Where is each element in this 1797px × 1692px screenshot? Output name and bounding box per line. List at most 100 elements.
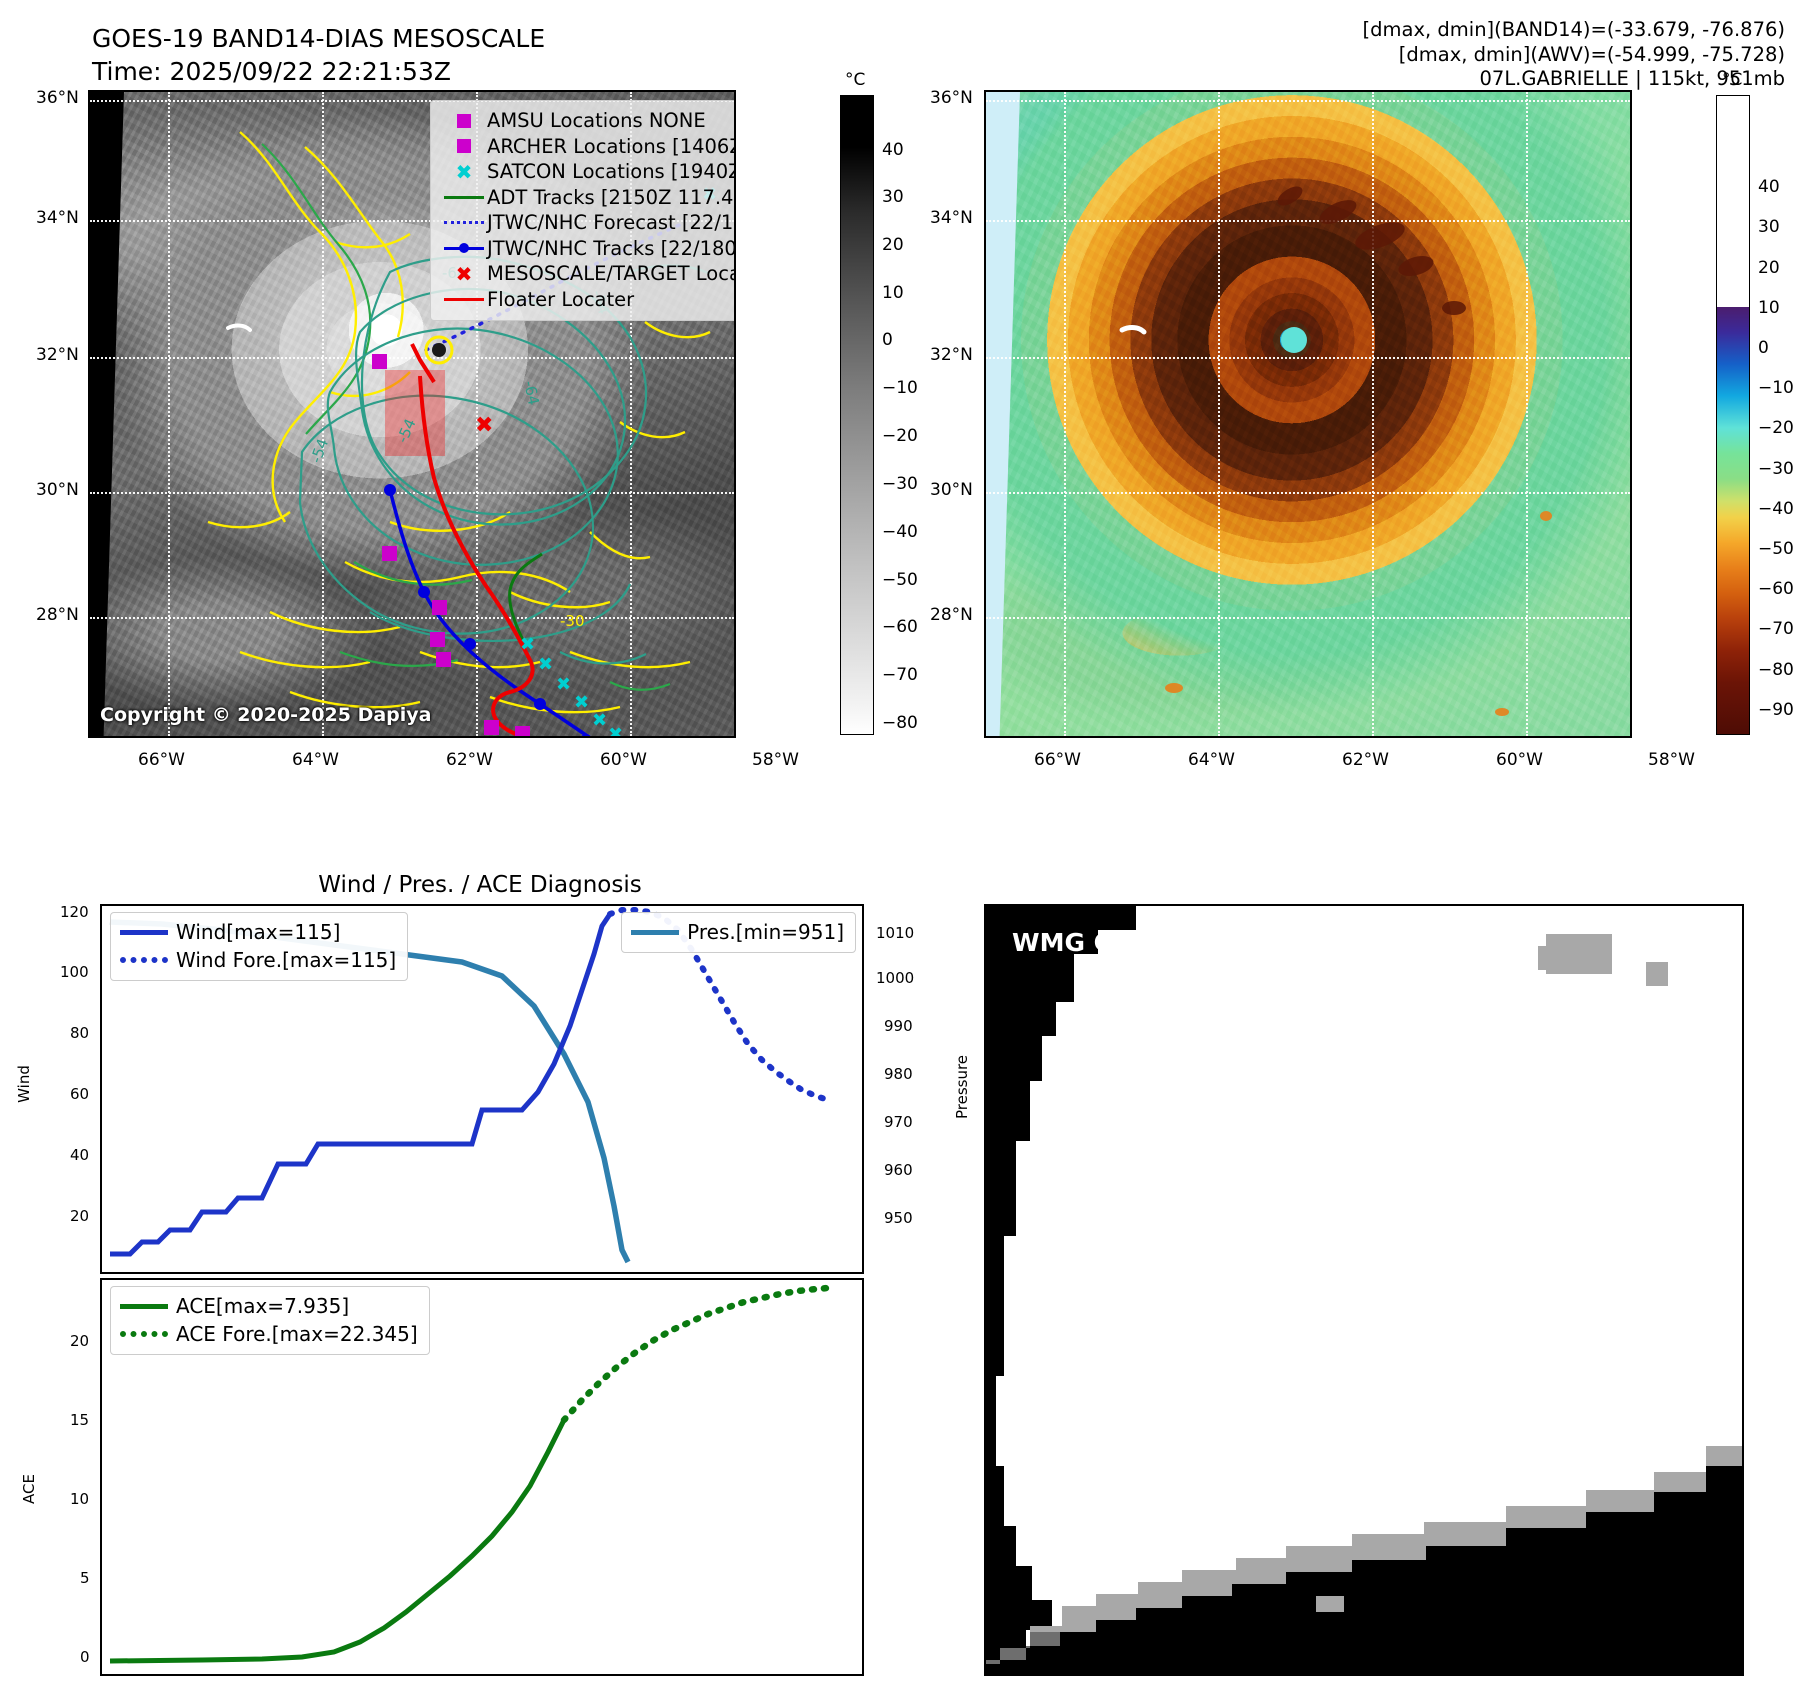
grid-lat-30n bbox=[90, 492, 734, 494]
legend-item-wind[interactable]: Wind[max=115] bbox=[120, 918, 396, 946]
lat-tick-30n-left: 30°N bbox=[36, 480, 79, 500]
cbar-tick-left-5: −10 bbox=[882, 378, 918, 399]
legend-item-adt-tracks[interactable]: ADT Tracks [2150Z 117.4 941.7] bbox=[441, 185, 734, 211]
wmg-count-label: WMG Count: 0 bbox=[1012, 928, 1213, 957]
wind-chart-legend[interactable]: Wind[max=115] Wind Fore.[max=115] bbox=[110, 912, 409, 981]
ace-plot bbox=[109, 1284, 832, 1664]
color-map-features bbox=[1119, 186, 1552, 716]
ir-imagery-enhanced bbox=[986, 92, 1630, 736]
legend-label: ACE[max=7.935] bbox=[176, 1294, 350, 1318]
temperature-colorbar-enhanced[interactable]: 40 30 20 10 0 −10 −20 −30 −40 −50 −60 −7… bbox=[1716, 95, 1794, 735]
lon-tick-60w-left: 60°W bbox=[600, 750, 647, 770]
satellite-timestamp: Time: 2025/09/22 22:21:53Z bbox=[92, 57, 451, 86]
lat-tick-28n-left: 28°N bbox=[36, 605, 79, 625]
storm-id-intensity: 07L.GABRIELLE | 115kt, 951mb bbox=[1479, 67, 1786, 90]
legend-item-wind-forecast[interactable]: Wind Fore.[max=115] bbox=[120, 946, 396, 974]
satcon-markers: ✖✖ ✖✖ ✖✖ ✖ bbox=[520, 184, 717, 736]
solid-blue-line-icon bbox=[120, 929, 176, 935]
wind-tick-40: 40 bbox=[70, 1146, 90, 1164]
magenta-square-icon bbox=[441, 139, 487, 154]
lat-tick-32n-left: 32°N bbox=[36, 345, 79, 365]
jtwc-track-markers bbox=[384, 484, 591, 736]
diagnosis-chart-title: Wind / Pres. / ACE Diagnosis bbox=[318, 872, 642, 898]
cbar-tick-right-0: 40 bbox=[1758, 177, 1780, 198]
cbar-tick-right-11: −70 bbox=[1758, 619, 1794, 640]
grid-lon-66w-right bbox=[1064, 92, 1066, 736]
legend-item-floater-locater[interactable]: Floater Locater bbox=[441, 287, 734, 313]
dmax-dmin-awv: [dmax, dmin](AWV)=(-54.999, -75.728) bbox=[1398, 42, 1785, 66]
floater-box bbox=[385, 370, 445, 456]
grid-lat-36n-right bbox=[986, 100, 1630, 102]
blue-line-marker-icon bbox=[441, 243, 487, 254]
cyan-x-icon: ✖ bbox=[455, 159, 473, 184]
cbar-tick-right-12: −80 bbox=[1758, 659, 1794, 680]
wind-tick-80: 80 bbox=[70, 1024, 90, 1042]
legend-item-amsu[interactable]: AMSU Locations NONE bbox=[441, 108, 734, 134]
cbar-tick-right-13: −90 bbox=[1758, 699, 1794, 720]
cbar-tick-right-6: −20 bbox=[1758, 418, 1794, 439]
legend-item-jtwc-tracks[interactable]: JTWC/NHC Tracks [22/1800Z] bbox=[441, 236, 736, 262]
solid-steel-line-icon bbox=[631, 929, 687, 935]
lon-tick-64w-left: 64°W bbox=[292, 750, 339, 770]
archer-markers bbox=[372, 354, 530, 736]
grid-lat-36n bbox=[90, 100, 734, 102]
wind-tick-120: 120 bbox=[60, 903, 89, 921]
dotted-green-line-icon bbox=[120, 1331, 176, 1337]
contour-yellow-group bbox=[207, 131, 711, 714]
legend-item-ace[interactable]: ACE[max=7.935] bbox=[120, 1292, 418, 1320]
lat-tick-28n-right: 28°N bbox=[930, 605, 973, 625]
lon-tick-66w-left: 66°W bbox=[138, 750, 185, 770]
wind-tick-20: 20 bbox=[70, 1207, 90, 1225]
grid-lon-60w-right bbox=[1526, 92, 1528, 736]
lat-tick-36n-right: 36°N bbox=[930, 88, 973, 108]
cbar-tick-left-0: 40 bbox=[882, 140, 904, 161]
ir-enhanced-color-map[interactable] bbox=[984, 90, 1632, 738]
pressure-chart-legend[interactable]: Pres.[min=951] bbox=[621, 912, 856, 953]
blue-dotted-line-icon bbox=[441, 221, 487, 225]
wmg-mask-panel[interactable]: WMG Count: 0 bbox=[984, 904, 1744, 1676]
grid-lon-62w bbox=[476, 92, 478, 736]
cbar-tick-right-10: −60 bbox=[1758, 579, 1794, 600]
legend-item-ace-forecast[interactable]: ACE Fore.[max=22.345] bbox=[120, 1320, 418, 1348]
legend-item-satcon[interactable]: ✖ SATCON Locations [1940Z 115 948] bbox=[441, 159, 734, 185]
map-legend[interactable]: AMSU Locations NONE ARCHER Locations [14… bbox=[430, 100, 736, 321]
temperature-colorbar-grayscale[interactable]: 40 30 20 10 0 −10 −20 −30 −40 −50 −60 −7… bbox=[840, 95, 918, 735]
lon-tick-62w-right: 62°W bbox=[1342, 750, 1389, 770]
mesoscale-target-marker: ✖ bbox=[475, 413, 493, 438]
lon-tick-60w-right: 60°W bbox=[1496, 750, 1543, 770]
grid-lon-60w bbox=[630, 92, 632, 736]
cbar-tick-left-4: 0 bbox=[882, 330, 893, 351]
legend-item-pressure[interactable]: Pres.[min=951] bbox=[631, 918, 844, 946]
cbar-tick-left-2: 20 bbox=[882, 234, 904, 255]
pressure-tick-970: 970 bbox=[884, 1113, 913, 1131]
ace-axis-label: ACE bbox=[19, 1474, 38, 1504]
lat-tick-30n-right: 30°N bbox=[930, 480, 973, 500]
svg-text:✖: ✖ bbox=[592, 710, 607, 731]
legend-label: Floater Locater bbox=[487, 287, 635, 311]
storm-info-header: [dmax, dmin](BAND14)=(-33.679, -76.876) … bbox=[1363, 18, 1785, 92]
ace-chart-legend[interactable]: ACE[max=7.935] ACE Fore.[max=22.345] bbox=[110, 1286, 430, 1355]
svg-text:✖: ✖ bbox=[556, 674, 571, 695]
grid-lat-34n bbox=[90, 220, 734, 222]
lon-tick-58w-right: 58°W bbox=[1648, 750, 1695, 770]
cbar-tick-right-7: −30 bbox=[1758, 458, 1794, 479]
cbar-tick-left-6: −20 bbox=[882, 426, 918, 447]
lat-tick-34n-left: 34°N bbox=[36, 208, 79, 228]
legend-label: Wind[max=115] bbox=[176, 920, 341, 944]
wmg-mask-image bbox=[986, 906, 1742, 1674]
cbar-tick-right-3: 10 bbox=[1758, 297, 1780, 318]
magenta-square-icon bbox=[441, 113, 487, 128]
grid-lat-32n bbox=[90, 357, 734, 359]
pressure-tick-980: 980 bbox=[884, 1065, 913, 1083]
wind-pressure-chart[interactable]: Wind[max=115] Wind Fore.[max=115] Pres.[… bbox=[100, 904, 864, 1274]
ace-chart[interactable]: ACE[max=7.935] ACE Fore.[max=22.345] bbox=[100, 1278, 864, 1676]
grid-lat-28n-right bbox=[986, 617, 1630, 619]
legend-item-archer[interactable]: ARCHER Locations [1406Z] bbox=[441, 134, 734, 160]
legend-label: JTWC/NHC Tracks [22/1800Z] bbox=[487, 236, 736, 260]
legend-item-jtwc-forecast[interactable]: JTWC/NHC Forecast [22/1800Z] bbox=[441, 210, 734, 236]
pressure-tick-990: 990 bbox=[884, 1017, 913, 1035]
ir-grayscale-map[interactable]: ✖✖ ✖✖ ✖✖ ✖ ✖ -64 -64 -54 -54 -54 bbox=[88, 90, 736, 738]
cbar-tick-right-2: 20 bbox=[1758, 257, 1780, 278]
legend-item-mesoscale-target[interactable]: ✖ MESOSCALE/TARGET Location bbox=[441, 261, 734, 287]
legend-label: ADT Tracks [2150Z 117.4 941.7] bbox=[487, 185, 734, 209]
